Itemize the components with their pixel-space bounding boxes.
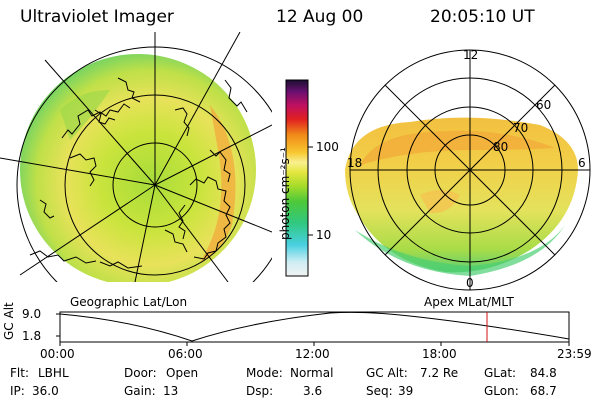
colorbar-unit-label: photon cm⁻²s⁻¹ <box>278 147 292 240</box>
lat-label-80: 80 <box>493 140 509 154</box>
flt-label: Flt: <box>10 366 29 380</box>
altitude-curve <box>59 311 570 342</box>
altitude-tick-low: 1.8 <box>22 329 42 343</box>
left-panel-caption: Geographic Lat/Lon <box>70 295 188 309</box>
instrument-title: Ultraviolet Imager <box>20 7 174 27</box>
glat-value: 84.8 <box>530 366 557 380</box>
colorbar-tick-100: 100 <box>316 140 339 154</box>
coastlines <box>29 77 248 269</box>
mode-label: Mode: <box>246 366 283 380</box>
gain-label: Gain: <box>124 384 156 398</box>
polar-plot <box>345 49 591 291</box>
colorbar-tick-10: 10 <box>316 228 332 242</box>
seq-value: 39 <box>398 384 414 398</box>
dsp-value: 3.6 <box>303 384 323 398</box>
colorbar <box>285 79 313 277</box>
mlt-label-12: 12 <box>463 48 479 62</box>
ip-label: IP: <box>10 384 25 398</box>
right-panel-caption: Apex MLat/MLT <box>424 295 514 309</box>
door-value: Open <box>166 366 199 380</box>
seq-label: Seq: <box>366 384 393 398</box>
mlt-label-0: 0 <box>466 276 474 290</box>
ip-value: 36.0 <box>32 384 59 398</box>
time-label: 20:05:10 UT <box>430 7 535 27</box>
time-tick-0000: 00:00 <box>40 347 75 361</box>
date-label: 12 Aug 00 <box>276 7 364 27</box>
geographic-map <box>0 32 272 282</box>
altitude-axis-label: GC Alt <box>2 302 16 340</box>
altitude-plot <box>56 311 570 346</box>
time-tick-0600: 06:00 <box>168 347 203 361</box>
dsp-label: Dsp: <box>246 384 274 398</box>
lat-label-70: 70 <box>513 121 529 135</box>
gain-value: 13 <box>163 384 179 398</box>
lat-label-60: 60 <box>536 98 552 112</box>
polar-grid <box>349 49 591 291</box>
glon-value: 68.7 <box>530 384 557 398</box>
time-tick-1200: 12:00 <box>295 347 330 361</box>
altitude-tick-high: 9.0 <box>22 307 42 321</box>
glon-label: GLon: <box>484 384 519 398</box>
time-tick-2359: 23:59 <box>557 347 592 361</box>
time-tick-1800: 18:00 <box>422 347 457 361</box>
glat-label: GLat: <box>484 366 517 380</box>
flt-value: LBHL <box>38 366 69 380</box>
longitude-grid <box>0 32 272 282</box>
mlt-label-18: 18 <box>347 156 363 170</box>
door-label: Door: <box>124 366 157 380</box>
mlt-label-6: 6 <box>578 156 586 170</box>
gcalt-value: 7.2 Re <box>420 366 459 380</box>
mode-value: Normal <box>290 366 334 380</box>
gcalt-label: GC Alt: <box>366 366 408 380</box>
